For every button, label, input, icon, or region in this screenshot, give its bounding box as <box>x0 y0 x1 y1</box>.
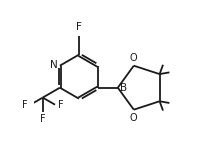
Text: N: N <box>50 60 58 70</box>
Text: F: F <box>57 100 63 110</box>
Text: F: F <box>40 114 46 124</box>
Text: F: F <box>22 100 28 110</box>
Text: O: O <box>129 53 137 63</box>
Text: O: O <box>129 113 137 123</box>
Text: B: B <box>120 83 127 93</box>
Text: F: F <box>76 22 82 32</box>
